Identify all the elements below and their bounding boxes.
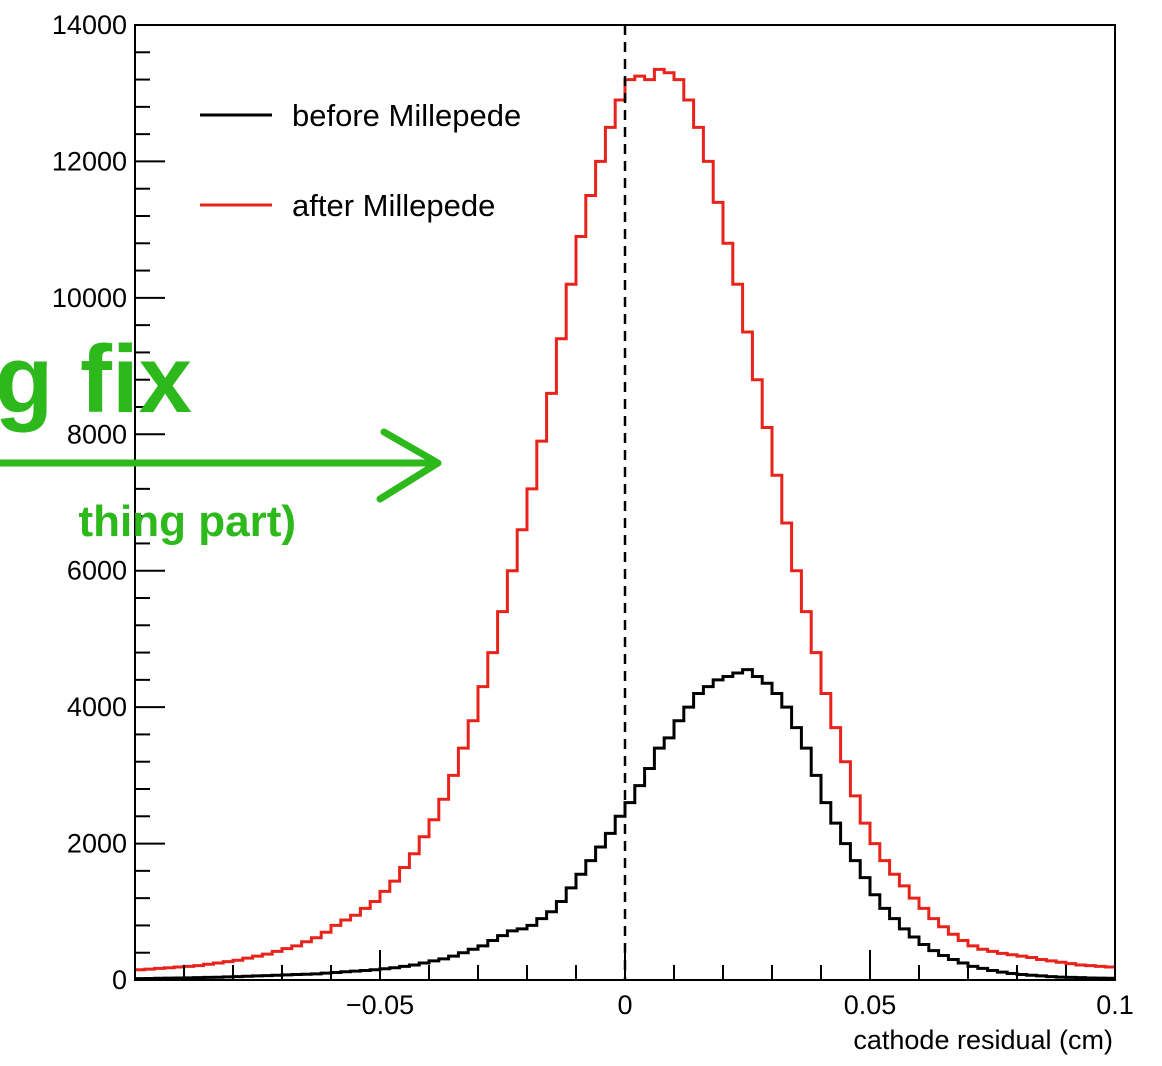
x-axis-title: cathode residual (cm) (853, 1025, 1113, 1055)
y-tick-label: 10000 (52, 283, 127, 313)
legend-label-before: before Millepede (292, 98, 521, 133)
x-tick-label: −0.05 (346, 990, 414, 1020)
x-tick-label: 0.05 (844, 990, 897, 1020)
annotation-text-small: thing part) (78, 497, 296, 546)
series-layer (135, 25, 1115, 981)
y-tick-label: 2000 (67, 829, 127, 859)
overlay-annotation: g fix thing part) (0, 326, 442, 546)
y-tick-label: 14000 (52, 10, 127, 40)
legend-label-after: after Millepede (292, 188, 495, 223)
y-tick-label: 0 (112, 965, 127, 995)
series-line-after (135, 67, 1115, 972)
y-tick-label: 4000 (67, 692, 127, 722)
x-tick-label: 0 (617, 990, 632, 1020)
axes (134, 24, 1116, 981)
tick-labels: 0 2000 4000 6000 8000 10000 12000 14000 −0.05 0 0.… (52, 10, 1134, 1020)
legend: before Millepede after Millepede (200, 98, 521, 223)
x-tick-label: 0.1 (1096, 990, 1134, 1020)
y-tick-label: 12000 (52, 146, 127, 176)
annotation-arrow-icon (0, 428, 442, 503)
y-tick-label: 6000 (67, 556, 127, 586)
y-tick-label: 8000 (67, 419, 127, 449)
annotation-text-large: g fix (0, 326, 192, 433)
